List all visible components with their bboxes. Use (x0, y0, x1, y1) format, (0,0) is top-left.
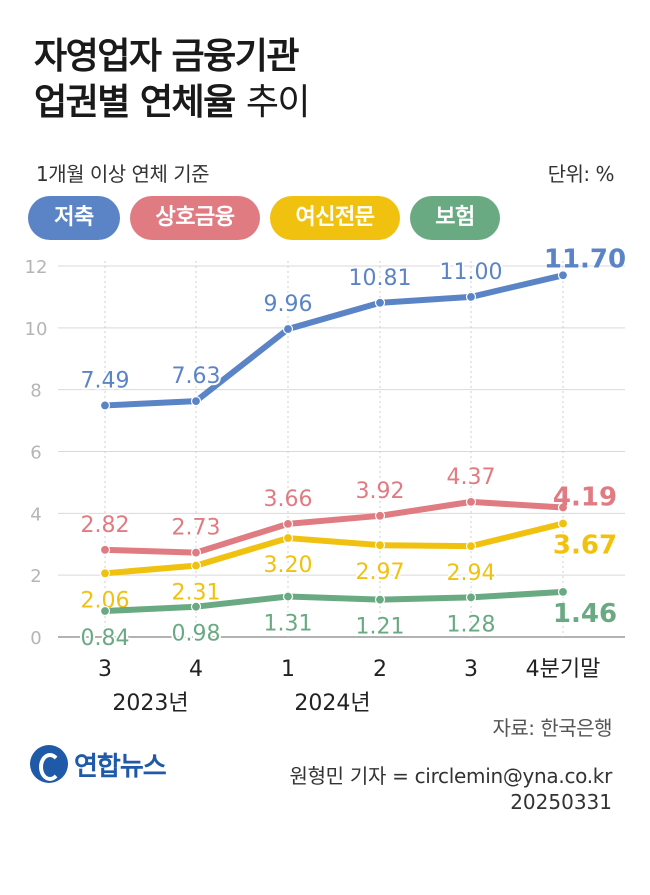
title-line-2: 업권별 연체율 추이 (34, 80, 311, 126)
data-point (465, 291, 477, 303)
x-tick-label: 2 (373, 657, 387, 682)
chart-subtitle: 1개월 이상 연체 기준 (36, 162, 210, 186)
legend-item-credit-specialized: 여신전문 (270, 196, 400, 240)
series-line (102, 520, 566, 577)
data-point (557, 586, 569, 597)
page-title: 자영업자 금융기관 업권별 연체율 추이 (34, 34, 311, 126)
data-point (374, 297, 386, 308)
y-tick-label: 4 (30, 504, 41, 525)
x-year-label: 2023년 (112, 691, 188, 716)
data-label: 7.49 (81, 368, 130, 393)
data-label: 1.46 (553, 599, 617, 629)
data-point (282, 532, 294, 544)
legend-item-mutual-finance: 상호금융 (130, 196, 260, 240)
data-point (374, 594, 386, 605)
data-point (465, 592, 477, 603)
data-point (282, 323, 294, 335)
y-tick-label: 10 (25, 319, 48, 340)
data-point (465, 496, 477, 507)
data-label: 0.84 (81, 626, 130, 651)
y-tick-label: 12 (25, 257, 48, 278)
data-point (557, 270, 569, 281)
data-label: 2.97 (356, 560, 405, 585)
x-tick-label: 1 (281, 657, 295, 682)
data-point (99, 544, 111, 555)
data-point (282, 518, 294, 529)
x-tick-label: 3 (98, 657, 112, 682)
yonhap-logo-icon (30, 745, 68, 783)
data-point (99, 605, 111, 617)
x-tick-label: 4 (189, 657, 203, 682)
data-label: 11.70 (544, 244, 626, 274)
data-point (557, 502, 569, 513)
data-point (282, 591, 294, 602)
x-year-label: 2024년 (294, 691, 370, 716)
source-text: 자료: 한국은행 (492, 716, 613, 740)
data-point (374, 540, 386, 551)
x-tick-label: 3 (464, 657, 478, 682)
data-label: 9.96 (264, 292, 313, 317)
data-label: 1.31 (264, 611, 313, 636)
unit-label: 단위: % (547, 162, 615, 186)
data-point (190, 547, 202, 558)
y-tick-label: 0 (30, 628, 41, 649)
data-point (374, 510, 386, 521)
legend: 저축 상호금융 여신전문 보험 (28, 196, 500, 240)
data-label: 11.00 (440, 260, 503, 285)
title-line-2-bold: 업권별 연체율 (34, 82, 236, 123)
data-label: 7.63 (172, 364, 221, 389)
data-label: 4.19 (553, 482, 617, 512)
legend-item-savings: 저축 (28, 196, 120, 240)
data-label: 1.28 (447, 612, 496, 637)
data-point (190, 601, 202, 612)
data-label: 4.37 (447, 465, 496, 490)
data-point (557, 518, 569, 529)
yonhap-logo-text: 연합뉴스 (74, 751, 167, 782)
data-point (190, 396, 202, 407)
title-line-1: 자영업자 금융기관 (34, 36, 300, 77)
data-label: 3.20 (264, 553, 313, 578)
credit-text: 원형민 기자 = circlemin@yna.co.kr (289, 764, 612, 788)
series-line (102, 498, 566, 556)
x-tick-label: 4분기말 (526, 657, 601, 682)
date-text: 20250331 (510, 790, 612, 814)
data-label: 3.92 (356, 479, 405, 504)
y-tick-label: 2 (30, 566, 41, 587)
yonhap-logo: 연합뉴스 (30, 738, 167, 790)
data-label: 2.73 (172, 516, 221, 541)
y-tick-label: 8 (30, 381, 41, 402)
series-line (102, 588, 566, 615)
series-line (102, 272, 566, 409)
data-point (190, 560, 202, 571)
data-label: 3.67 (553, 531, 617, 561)
data-label: 3.66 (264, 487, 313, 512)
data-label: 0.98 (172, 622, 221, 647)
legend-item-insurance: 보험 (410, 196, 500, 240)
data-point (99, 568, 111, 579)
title-line-2-light: 추이 (245, 82, 311, 123)
y-tick-label: 6 (30, 443, 41, 464)
data-point (465, 541, 477, 552)
data-point (99, 400, 111, 411)
data-label: 10.81 (349, 266, 412, 291)
data-label: 2.94 (447, 561, 496, 586)
data-label: 2.82 (81, 513, 130, 538)
data-label: 1.21 (356, 615, 405, 640)
